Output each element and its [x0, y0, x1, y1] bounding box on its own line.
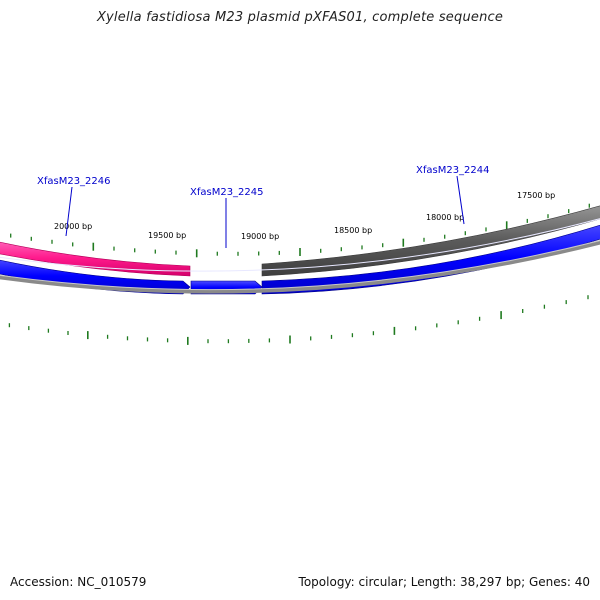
- gene-label-xfasm23-2244[interactable]: XfasM23_2244: [416, 165, 490, 176]
- gene-label-xfasm23-2246[interactable]: XfasM23_2246: [37, 176, 111, 187]
- scale-label-18000: 18000 bp: [426, 213, 464, 222]
- inner-tick-ring: [8, 295, 589, 345]
- outer-tick-ring: [10, 203, 590, 258]
- accession-text: Accession: NC_010579: [10, 575, 147, 589]
- scale-label-18500: 18500 bp: [334, 226, 372, 235]
- scale-label-19500: 19500 bp: [148, 231, 186, 240]
- scale-label-19000: 19000 bp: [241, 232, 279, 241]
- gene-arc-xfasm23-2244[interactable]: [261, 203, 600, 277]
- leader-line-xfasm23-2244: [456, 175, 465, 225]
- scale-label-20000: 20000 bp: [54, 222, 92, 231]
- backbone-arc: [0, 240, 600, 294]
- leader-line-xfasm23-2246: [65, 186, 73, 237]
- gene-arc-xfasm23-2246[interactable]: [0, 240, 191, 277]
- track-separator: [0, 218, 600, 272]
- map-title: Xylella fastidiosa M23 plasmid pXFAS01, …: [96, 10, 504, 25]
- gene-label-xfasm23-2245[interactable]: XfasM23_2245: [190, 187, 264, 198]
- backbone-highlight: [0, 239, 600, 291]
- gene-arrow-right[interactable]: [261, 222, 600, 295]
- scale-label-17500: 17500 bp: [517, 191, 555, 200]
- topology-summary: Topology: circular; Length: 38,297 bp; G…: [298, 575, 590, 589]
